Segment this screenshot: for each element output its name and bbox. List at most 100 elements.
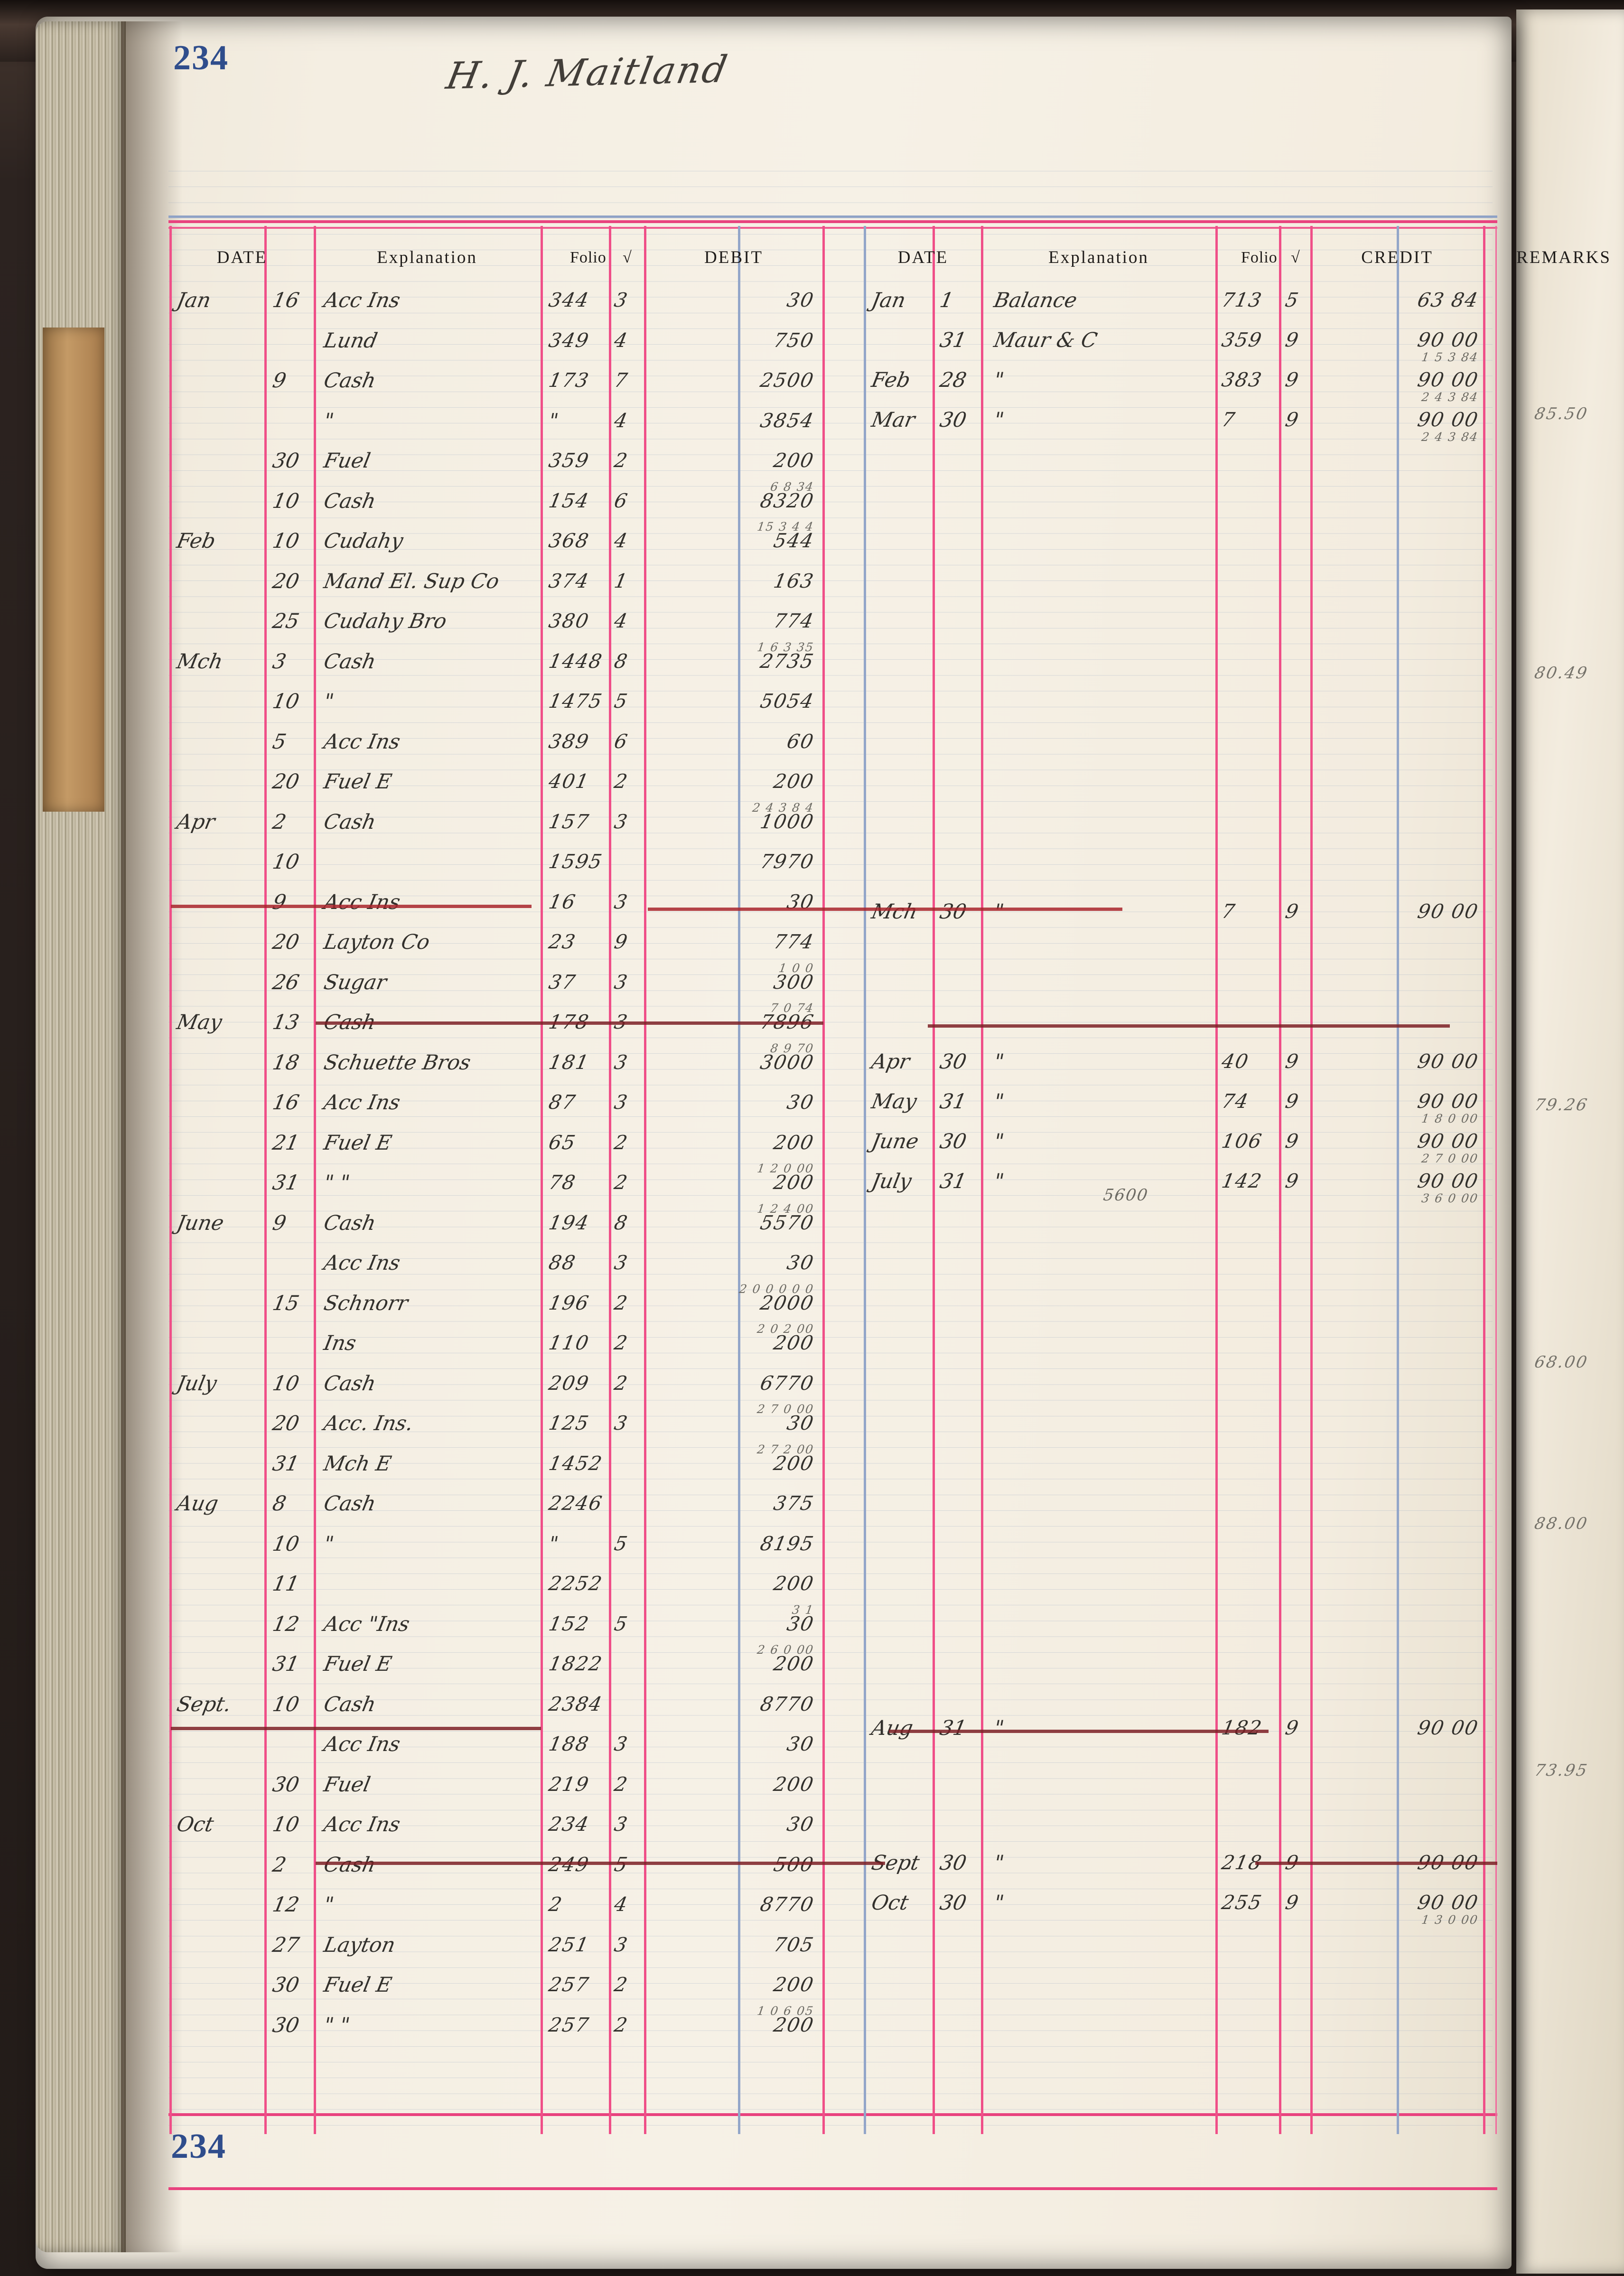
remarks-value: 68.00 (1532, 1353, 1590, 1372)
pencil-annotation: 1 2 4 00 (756, 1201, 815, 1216)
header-explanation-debit: Explanation (377, 248, 477, 267)
debit-amount: 200 (772, 1973, 816, 1996)
remarks-value: 79.26 (1532, 1096, 1590, 1115)
credit-amount: 90 00 (1415, 1050, 1481, 1073)
col-rule-credit-folio (1279, 226, 1281, 2134)
debit-amount: 2500 (758, 369, 816, 392)
credit-amount: 90 00 (1415, 1891, 1481, 1914)
footer-rule-pink (168, 2113, 1497, 2116)
rule-off-credit-3 (889, 1730, 1269, 1733)
pencil-annotation: 2 7 0 00 (756, 1402, 815, 1416)
debit-amount: 163 (772, 569, 816, 592)
page-number-bottom: 234 (171, 2127, 226, 2166)
ledger-leaf (36, 17, 1512, 2269)
debit-amount: 8195 (758, 1532, 816, 1555)
rule-off-debit-3 (171, 1727, 541, 1730)
credit-amount: 90 00 (1415, 408, 1481, 431)
pencil-annotation: 2 4 3 84 (1420, 390, 1480, 404)
pencil-annotation: 2 0 0 0 0 0 (738, 1282, 815, 1296)
opposite-page-edge (1516, 9, 1624, 2274)
debit-amount: 774 (772, 930, 816, 953)
debit-amount: 200 (772, 770, 816, 793)
col-rule-credit-date-left (864, 226, 866, 2134)
debit-amount: 30 (785, 289, 816, 311)
credit-amount: 90 00 (1415, 900, 1481, 923)
index-tab-block (43, 328, 104, 812)
pencil-annotation: 2 4 3 84 (1420, 430, 1480, 444)
header-check-debit: √ (623, 249, 632, 266)
pencil-annotation: 6 8 34 (769, 479, 815, 494)
col-rule-debit-right (822, 226, 825, 2134)
rule-off-credit-2 (928, 1024, 1450, 1028)
pencil-annotation: 1 0 0 (778, 961, 815, 975)
credit-pencil-note: 5600 (1102, 1186, 1150, 1205)
credit-amount: 90 00 (1415, 1130, 1481, 1152)
rule-off-debit-4 (316, 1862, 885, 1865)
pencil-annotation: 8 9 70 (769, 1041, 815, 1055)
col-rule-debit-cents (738, 226, 740, 2134)
pencil-annotation: 1 2 0 00 (756, 1161, 815, 1175)
header-explanation-credit: Explanation (1048, 248, 1149, 267)
col-rule-explanation (541, 226, 543, 2134)
pencil-annotation: 2 7 0 00 (1420, 1152, 1480, 1165)
rule-off-credit-4 (1255, 1862, 1497, 1865)
debit-amount: 200 (772, 1572, 816, 1595)
pencil-annotation: 1 5 3 84 (1420, 350, 1480, 364)
col-rule-credit-cents (1397, 226, 1399, 2134)
header-date-credit: DATE (897, 248, 949, 267)
header-date-debit: DATE (216, 248, 268, 267)
remarks-value: 73.95 (1532, 1761, 1590, 1780)
pencil-annotation: 3 6 0 00 (1420, 1191, 1480, 1205)
debit-amount: 30 (785, 1251, 816, 1274)
credit-amount: 90 00 (1415, 1170, 1481, 1192)
col-rule-credit-right (1483, 226, 1485, 2134)
pencil-annotation: 1 6 3 35 (756, 640, 815, 654)
col-rule-credit-explanation (1215, 226, 1218, 2134)
pencil-annotation: 2 0 2 00 (756, 1322, 815, 1336)
pencil-annotation: 7 0 74 (769, 1001, 815, 1015)
debit-amount: 30 (785, 1813, 816, 1836)
gutter-shadow (121, 21, 183, 2252)
debit-amount: 30 (785, 1091, 816, 1114)
debit-amount: 7970 (758, 850, 816, 873)
debit-amount: 30 (785, 1733, 816, 1755)
col-rule-credit-day (981, 226, 983, 2134)
credit-amount: 90 00 (1415, 1716, 1481, 1739)
col-rule-date-day (314, 226, 316, 2134)
debit-amount: 5054 (758, 690, 816, 712)
remarks-value: 88.00 (1532, 1514, 1590, 1533)
debit-amount: 705 (772, 1933, 816, 1956)
debit-amount: 375 (772, 1492, 816, 1515)
account-title: H. J. Maitland (443, 48, 732, 98)
debit-amount: 200 (772, 449, 816, 472)
credit-amount: 90 00 (1415, 328, 1481, 351)
footer-rule-pink-lower (168, 2187, 1497, 2190)
rule-off-debit-1b (648, 908, 1122, 911)
credit-amount: 90 00 (1415, 368, 1481, 391)
debit-amount: 200 (772, 1131, 816, 1154)
feint-horizontal-rules (168, 171, 1493, 2131)
col-rule-credit-month (933, 226, 935, 2134)
remarks-value: 80.49 (1532, 664, 1590, 683)
col-rule-check (644, 226, 646, 2134)
header-credit-amount: CREDIT (1361, 248, 1433, 267)
remarks-value: 85.50 (1532, 404, 1590, 423)
pencil-annotation: 1 3 0 00 (1420, 1913, 1480, 1927)
col-rule-credit-check (1310, 226, 1313, 2134)
debit-amount: 8770 (758, 1692, 816, 1715)
header-check-credit: √ (1291, 249, 1300, 266)
col-rule-date-month (264, 226, 267, 2134)
debit-amount: 200 (772, 1772, 816, 1796)
pencil-annotation: 2 4 3 8 4 (751, 800, 815, 815)
debit-amount: 6770 (758, 1371, 816, 1395)
rule-off-debit-2 (316, 1021, 823, 1025)
page-number-top: 234 (173, 38, 229, 77)
header-remarks: REMARKS (1516, 248, 1611, 267)
pencil-annotation: 2 7 2 00 (756, 1442, 815, 1456)
debit-amount: 60 (785, 730, 816, 753)
debit-amount: 774 (772, 609, 816, 632)
header-rule-blue (168, 215, 1497, 218)
debit-amount: 750 (772, 328, 816, 352)
col-rule-remarks-left (1495, 226, 1497, 2134)
header-rule-pink (168, 220, 1497, 223)
